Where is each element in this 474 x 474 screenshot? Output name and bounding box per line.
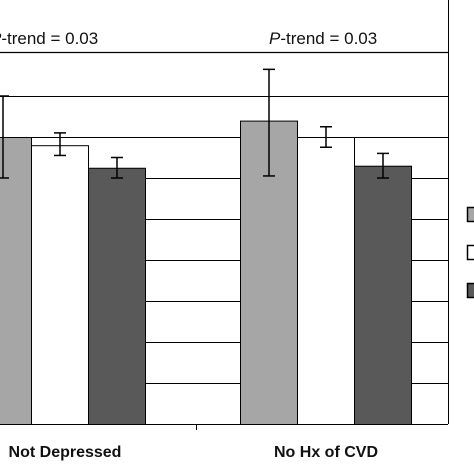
category-label-not-depressed: Not Depressed [9, 444, 122, 461]
legend-swatch-3 [466, 282, 474, 299]
trend-annotation-2: P-trend = 0.03 [269, 29, 377, 48]
trend-annotation-1-prefix: P [0, 29, 2, 48]
legend-swatch-2 [466, 244, 474, 261]
trend-annotation-2-prefix: P [269, 29, 281, 48]
trend-annotation-1: P-trend = 0.03 [0, 29, 98, 48]
trend-annotation-1-text: -trend = 0.03 [1, 29, 98, 48]
bar-1-1 [0, 137, 32, 425]
trend-annotation-2-text: -trend = 0.03 [280, 29, 377, 48]
bar-1-2 [31, 145, 89, 425]
legend [466, 206, 474, 299]
bar-2-2 [297, 137, 355, 425]
bar-2-3 [354, 165, 412, 425]
bars [0, 120, 412, 425]
error-bars [0, 68, 389, 179]
legend-swatch-1 [466, 206, 474, 223]
category-label-no-hx-cvd: No Hx of CVD [274, 444, 378, 461]
bar-1-3 [88, 167, 146, 425]
